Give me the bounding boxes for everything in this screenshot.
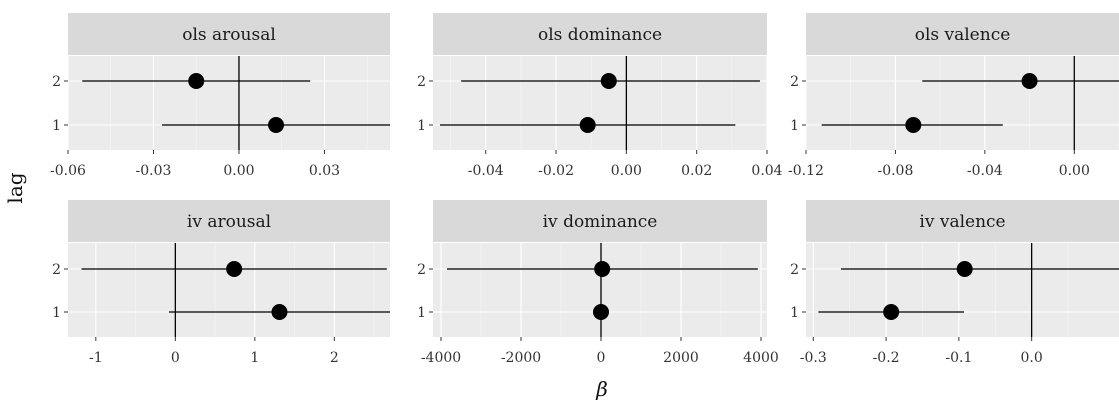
y-tick-label: 2	[52, 74, 61, 90]
x-tick-label: 0.00	[223, 163, 254, 179]
x-tick-label: -0.08	[877, 163, 913, 179]
x-tick-label: -0.04	[468, 163, 504, 179]
x-tick-label: 2	[330, 350, 339, 366]
y-tick-label: 1	[790, 305, 799, 321]
estimate-point-lag-2	[1021, 73, 1038, 89]
x-tick-label: 0.0	[1021, 350, 1043, 366]
x-tick-label: 0	[171, 350, 180, 366]
panel-title: ols dominance	[538, 25, 662, 45]
panel-ols-arousal: ols arousal -0.06 -0.03 0.00 0.03 2 1	[50, 13, 390, 179]
estimate-point-lag-2	[956, 261, 973, 277]
plot-background	[806, 243, 1119, 337]
x-tick-label: 0.02	[681, 163, 712, 179]
panel-iv-dominance: iv dominance -4000 -2000 0 2000 4000 2 1	[417, 200, 779, 366]
plot-background	[68, 56, 390, 150]
y-tick-label: 1	[417, 118, 426, 134]
x-tick-label: -0.04	[967, 163, 1003, 179]
x-tick-label: 0.04	[751, 163, 782, 179]
panel-strip	[806, 13, 1119, 55]
y-tick-label: 1	[52, 118, 61, 134]
plot-background	[433, 56, 767, 150]
y-tick-label: 2	[790, 262, 799, 278]
estimate-point-lag-1	[579, 117, 596, 133]
x-axis-title: β	[595, 377, 608, 401]
estimate-point-lag-2	[594, 261, 611, 277]
panel-iv-arousal: iv arousal -1 0 1 2 2 1	[52, 200, 390, 366]
x-tick-label: 1	[250, 350, 259, 366]
x-tick-label: -0.12	[788, 163, 824, 179]
panel-strip	[68, 200, 390, 242]
y-axis-title: lag	[3, 172, 27, 203]
y-tick-label: 2	[790, 74, 799, 90]
x-tick-label: -0.02	[538, 163, 574, 179]
plot-background	[806, 56, 1119, 150]
y-tick-label: 1	[52, 305, 61, 321]
x-tick-label: -0.2	[873, 350, 900, 366]
y-tick-label: 2	[417, 262, 426, 278]
x-tick-label: -0.1	[945, 350, 972, 366]
y-tick-label: 1	[790, 118, 799, 134]
x-tick-label: 2000	[663, 350, 699, 366]
x-tick-label: 0.00	[611, 163, 642, 179]
panel-strip	[433, 13, 767, 55]
estimate-point-lag-1	[905, 117, 922, 133]
x-tick-label: -0.03	[136, 163, 172, 179]
x-tick-label: 0.03	[309, 163, 340, 179]
panel-ols-dominance: ols dominance -0.04 -0.02 0.00 0.02 0.04 2 1	[417, 13, 783, 179]
estimate-point-lag-2	[226, 261, 243, 277]
estimate-point-lag-2	[188, 73, 205, 89]
x-tick-label: -0.3	[800, 350, 827, 366]
plot-background	[433, 243, 767, 337]
panel-title: ols arousal	[182, 25, 276, 45]
estimate-point-lag-1	[593, 304, 609, 320]
x-tick-label: 0.00	[1059, 163, 1090, 179]
panel-title: ols valence	[915, 25, 1011, 45]
panel-iv-valence: iv valence -0.3 -0.2 -0.1 0.0 2 1	[790, 200, 1119, 366]
x-tick-label: -1	[89, 350, 103, 366]
y-tick-label: 2	[417, 74, 426, 90]
y-tick-label: 1	[417, 305, 426, 321]
panel-ols-valence: ols valence -0.12 -0.08 -0.04 0.00 2 1	[788, 13, 1119, 179]
panel-title: iv arousal	[187, 212, 271, 232]
x-tick-label: -0.06	[50, 163, 86, 179]
estimate-point-lag-2	[600, 73, 617, 89]
estimate-point-lag-1	[268, 117, 285, 133]
estimate-point-lag-1	[883, 304, 900, 320]
x-tick-label: 0	[597, 350, 606, 366]
panel-strip	[433, 200, 767, 242]
x-tick-label: -4000	[421, 350, 461, 366]
panel-title: iv valence	[919, 212, 1005, 232]
panel-title: iv dominance	[543, 212, 658, 232]
x-tick-label: 4000	[743, 350, 779, 366]
plot-background	[68, 243, 390, 337]
y-tick-label: 2	[52, 262, 61, 278]
panel-strip	[806, 200, 1119, 242]
x-tick-label: -2000	[501, 350, 541, 366]
panel-strip	[68, 13, 390, 55]
estimate-point-lag-1	[271, 304, 288, 320]
